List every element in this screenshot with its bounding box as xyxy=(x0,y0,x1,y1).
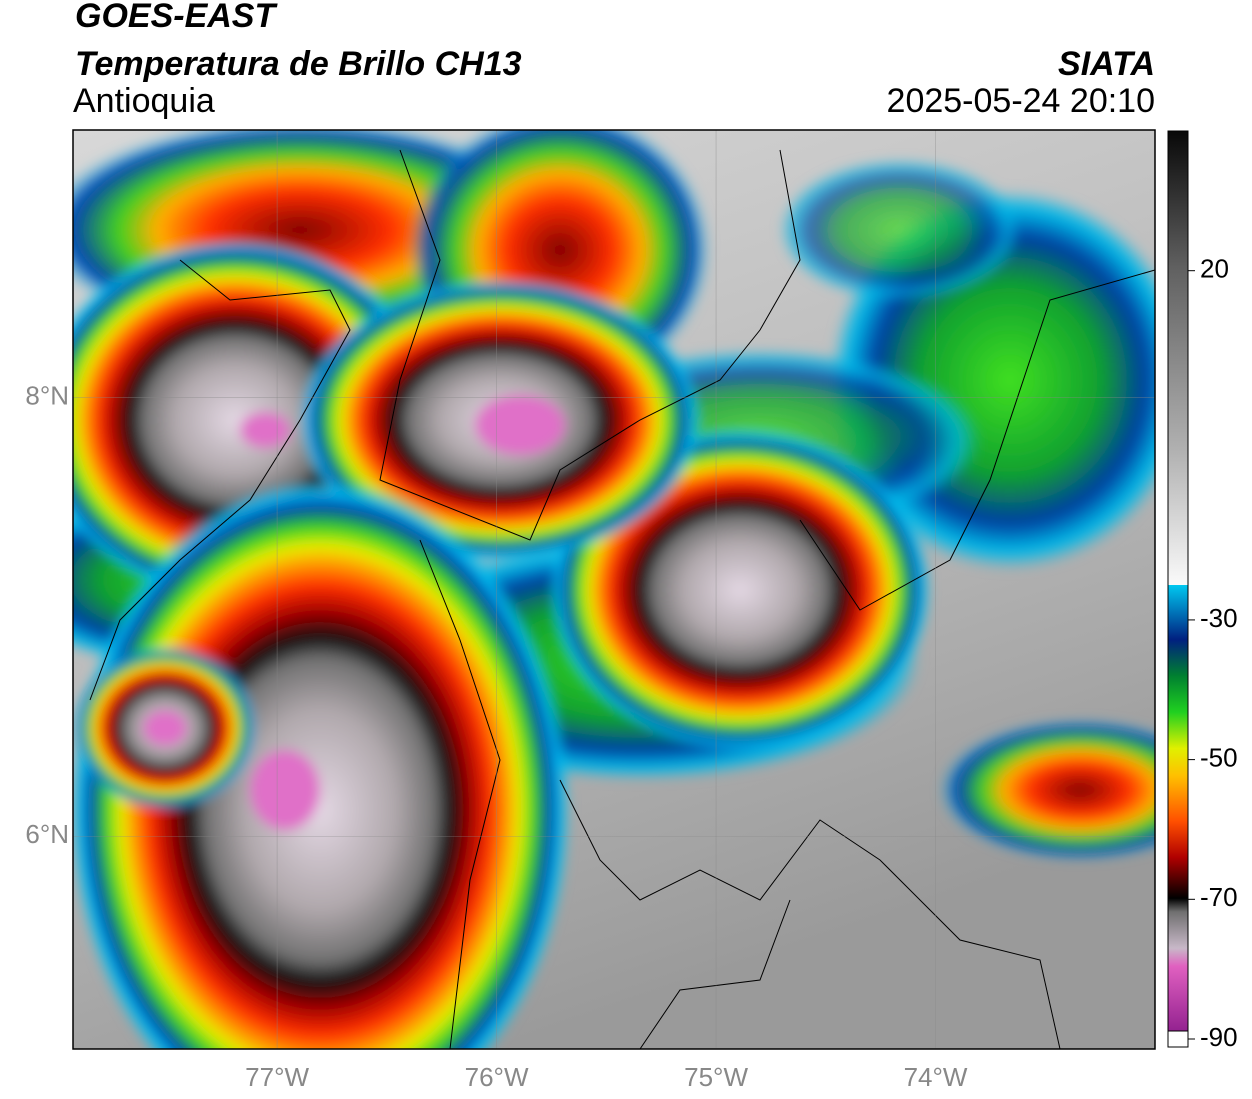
source: SIATA xyxy=(1058,45,1155,83)
border xyxy=(799,269,1155,611)
region: Antioquia xyxy=(73,82,215,120)
product-title: Temperatura de Brillo CH13 xyxy=(75,45,522,83)
satellite-title: GOES-EAST xyxy=(75,0,278,35)
y-tick-label: 8°N xyxy=(25,380,69,410)
colorbar xyxy=(1167,130,1189,1040)
cold-top xyxy=(240,412,290,448)
border xyxy=(559,779,1061,1049)
imagery xyxy=(73,130,1155,1049)
cold-top xyxy=(250,750,320,830)
colorbar-under xyxy=(1167,1030,1189,1048)
storm xyxy=(73,480,570,1049)
datetime: 2025-05-24 20:10 xyxy=(887,82,1155,120)
colorbar-tick-label: -90 xyxy=(1200,1022,1238,1052)
border xyxy=(379,149,801,541)
y-tick-label: 6°N xyxy=(25,819,69,849)
cloud-band xyxy=(940,720,1155,860)
cloud-band xyxy=(780,160,1020,300)
cold-top xyxy=(143,710,187,746)
border xyxy=(89,259,351,701)
map-frame xyxy=(72,129,1156,1050)
cold-top xyxy=(475,395,565,455)
colorbar-tick-label: -70 xyxy=(1200,882,1238,912)
border xyxy=(639,899,791,1049)
graticule xyxy=(73,130,1155,1049)
x-tick-label: 77°W xyxy=(245,1062,309,1092)
borders xyxy=(89,149,1155,1049)
colorbar-tick-label: -50 xyxy=(1200,742,1238,772)
border xyxy=(419,539,501,1049)
colorbar-tick-label: -30 xyxy=(1200,603,1238,633)
colorbar-tick-label: 20 xyxy=(1200,254,1229,284)
x-tick-label: 74°W xyxy=(904,1062,968,1092)
x-tick-label: 76°W xyxy=(465,1062,529,1092)
x-tick-label: 75°W xyxy=(684,1062,748,1092)
